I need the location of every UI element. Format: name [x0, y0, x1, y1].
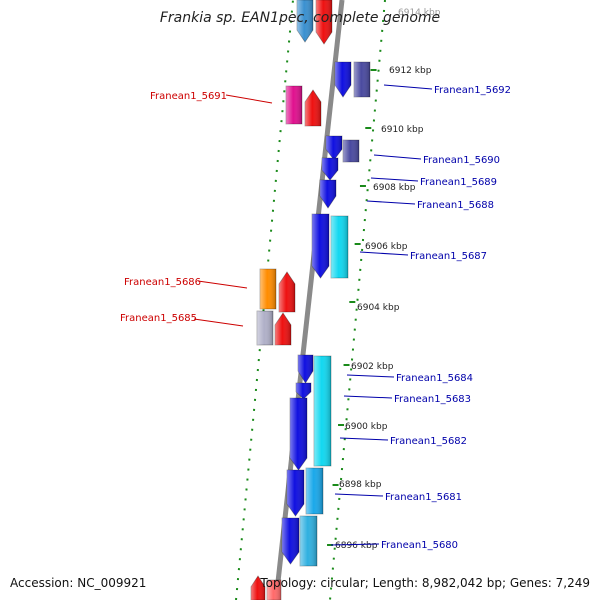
kbp-label: 6908 kbp: [373, 183, 416, 193]
gene-franean1-5686-a[interactable]: [259, 268, 277, 310]
kbp-label: 6904 kbp: [357, 303, 400, 313]
gene-franean1-5692[interactable]: [353, 61, 371, 98]
gene-franean1-5683[interactable]: [313, 355, 332, 467]
accession-label: Accession: NC_009921: [10, 576, 147, 590]
gene-label-right: Franean1_5689: [420, 177, 497, 188]
gene-leader-line: [193, 318, 244, 327]
gene-franean1-5687[interactable]: [330, 215, 349, 279]
gene-label-right: Franean1_5688: [417, 200, 494, 211]
gene-leader-line: [334, 493, 384, 497]
gene-leader-line: [197, 280, 248, 289]
gene-franean1-5686[interactable]: [278, 271, 296, 313]
gene-leader-line: [330, 543, 380, 546]
gene-label-right: Franean1_5683: [394, 394, 471, 405]
gene-leader-line: [373, 154, 422, 160]
gene-franean1-5680-a[interactable]: [299, 515, 318, 567]
gene-label-left: Franean1_5685: [120, 313, 197, 324]
gene-top-a[interactable]: [296, 0, 314, 43]
gene-top-b[interactable]: [315, 0, 333, 45]
gene-leader-line: [383, 84, 433, 90]
gene-franean1-5685-a[interactable]: [256, 310, 274, 346]
kbp-label: 6906 kbp: [365, 242, 408, 252]
gene-franean1-5681[interactable]: [286, 469, 305, 517]
gene-leader-line: [359, 251, 409, 256]
gene-label-right: Franean1_5682: [390, 436, 467, 447]
gene-label-left: Franean1_5686: [124, 277, 201, 288]
gene-label-right: Franean1_5680: [381, 540, 458, 551]
gene-bottom-a[interactable]: [250, 575, 266, 600]
gene-label-right: Franean1_5692: [434, 85, 511, 96]
gene-label-right: Franean1_5684: [396, 373, 473, 384]
gene-franean1-5683-a[interactable]: [295, 382, 312, 400]
gene-franean1-5688[interactable]: [319, 179, 337, 209]
gene-franean1-5682[interactable]: [289, 397, 308, 471]
gene-franean1-5689[interactable]: [321, 157, 339, 181]
gene-label-right: Franean1_5690: [423, 155, 500, 166]
gene-leader-line: [370, 177, 419, 182]
gene-leader-line: [339, 437, 389, 441]
gene-franean1-5687-a[interactable]: [311, 213, 330, 279]
gene-franean1-5685[interactable]: [274, 312, 292, 346]
gene-franean1-5681-a[interactable]: [305, 467, 324, 515]
gene-franean1-5692-a[interactable]: [334, 61, 352, 98]
kbp-label: 6900 kbp: [345, 422, 388, 432]
gene-label-right: Franean1_5687: [410, 251, 487, 262]
gene-leader-line: [225, 94, 273, 104]
kbp-label: 6896 kbp: [335, 541, 378, 551]
gene-leader-line: [346, 374, 395, 378]
gene-franean1-5691-a[interactable]: [285, 85, 303, 125]
gene-bottom-b[interactable]: [266, 579, 282, 600]
right-boundary-dots: [329, 0, 386, 600]
gene-franean1-5690-a[interactable]: [325, 135, 343, 161]
gene-franean1-5680[interactable]: [281, 517, 300, 565]
kbp-label-top: 6914 kbp: [398, 8, 441, 18]
kbp-label: 6902 kbp: [351, 362, 394, 372]
kbp-label: 6912 kbp: [389, 66, 432, 76]
kbp-label: 6910 kbp: [381, 125, 424, 135]
genome-title: Frankia sp. EAN1pec, complete genome: [159, 10, 441, 26]
gene-leader-line: [343, 395, 393, 399]
gene-franean1-5690[interactable]: [342, 139, 360, 163]
gene-franean1-5684[interactable]: [297, 354, 314, 384]
topology-label: Topology: circular; Length: 8,982,042 bp…: [260, 576, 590, 590]
gene-franean1-5691[interactable]: [304, 89, 322, 127]
gene-label-right: Franean1_5681: [385, 492, 462, 503]
gene-label-left: Franean1_5691: [150, 91, 227, 102]
gene-leader-line: [366, 200, 416, 205]
kbp-label: 6898 kbp: [339, 480, 382, 490]
